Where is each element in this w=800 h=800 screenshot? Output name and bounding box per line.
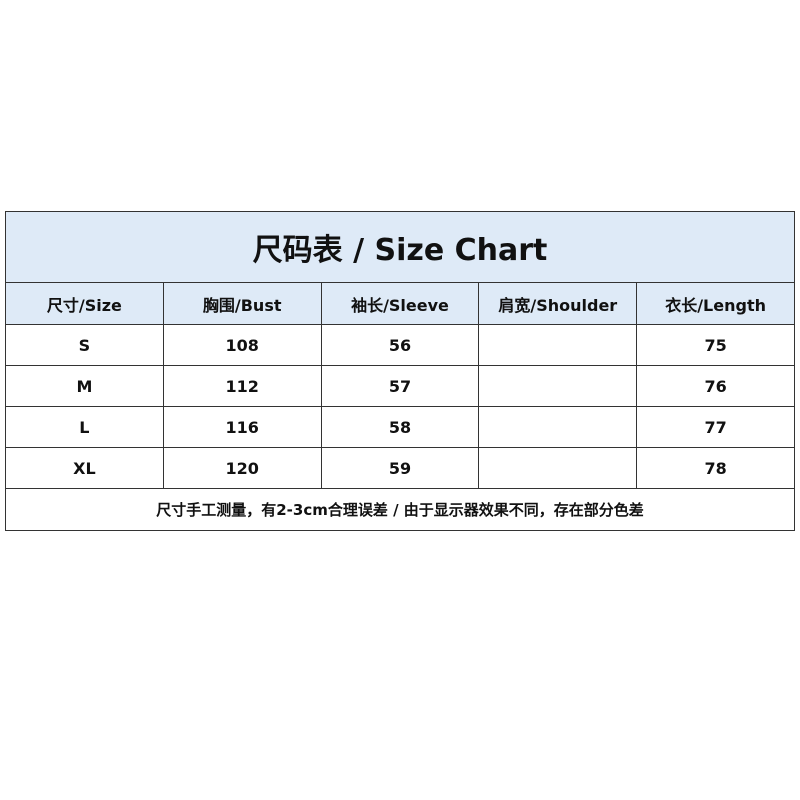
header-shoulder: 肩宽/Shoulder <box>478 282 638 325</box>
cell-shoulder <box>478 324 638 366</box>
cell-size: S <box>5 324 164 366</box>
cell-sleeve: 56 <box>320 324 480 366</box>
measurement-note: 尺寸手工测量，有2-3cm合理误差 / 由于显示器效果不同，存在部分色差 <box>5 488 795 531</box>
cell-bust: 120 <box>162 447 322 489</box>
cell-size: M <box>5 365 164 407</box>
header-length: 衣长/Length <box>636 282 795 325</box>
cell-bust: 108 <box>162 324 322 366</box>
cell-bust: 112 <box>162 365 322 407</box>
size-chart-table: 尺码表 / Size Chart 尺寸/Size 胸围/Bust 袖长/Slee… <box>5 211 795 531</box>
cell-bust: 116 <box>162 406 322 448</box>
header-size: 尺寸/Size <box>5 282 164 325</box>
cell-sleeve: 59 <box>320 447 480 489</box>
table-row: M 112 57 76 <box>5 365 795 407</box>
cell-length: 78 <box>636 447 795 489</box>
cell-size: XL <box>5 447 164 489</box>
cell-length: 76 <box>636 365 795 407</box>
table-row: L 116 58 77 <box>5 406 795 448</box>
header-sleeve: 袖长/Sleeve <box>320 282 480 325</box>
cell-sleeve: 58 <box>320 406 480 448</box>
cell-shoulder <box>478 447 638 489</box>
cell-size: L <box>5 406 164 448</box>
table-row: XL 120 59 78 <box>5 447 795 489</box>
cell-length: 75 <box>636 324 795 366</box>
cell-shoulder <box>478 365 638 407</box>
table-row: S 108 56 75 <box>5 324 795 366</box>
cell-length: 77 <box>636 406 795 448</box>
header-row: 尺寸/Size 胸围/Bust 袖长/Sleeve 肩宽/Shoulder 衣长… <box>5 282 795 325</box>
cell-shoulder <box>478 406 638 448</box>
cell-sleeve: 57 <box>320 365 480 407</box>
chart-title: 尺码表 / Size Chart <box>5 211 795 283</box>
header-bust: 胸围/Bust <box>162 282 322 325</box>
